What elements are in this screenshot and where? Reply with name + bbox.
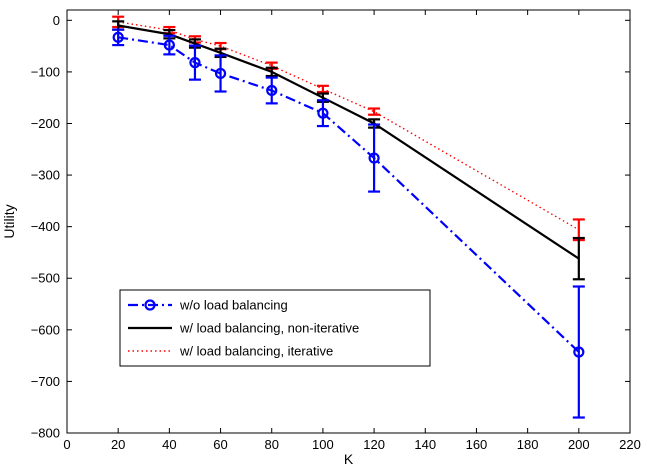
- legend-label-without-load-balancing: w/o load balancing: [179, 298, 288, 313]
- x-tick-label: 160: [466, 437, 488, 452]
- x-tick-label: 120: [363, 437, 385, 452]
- legend-label-non-iterative: w/ load balancing, non-iterative: [179, 321, 359, 336]
- y-axis-title: Utility: [1, 204, 17, 238]
- series-layer: [112, 15, 585, 419]
- legend-entry-without-load-balancing: w/o load balancing: [128, 298, 288, 313]
- x-tick-label: 140: [414, 437, 436, 452]
- x-tick-label: 60: [213, 437, 227, 452]
- x-tick-label: 80: [264, 437, 278, 452]
- plot-area-frame: [66, 9, 631, 434]
- data-point-marker: [189, 57, 201, 69]
- x-tick-label: 180: [517, 437, 539, 452]
- legend: w/o load balancing w/ load balancing, no…: [119, 289, 431, 367]
- y-tick-label: −200: [31, 116, 60, 131]
- x-tick-label: 200: [568, 437, 590, 452]
- data-point-marker: [266, 84, 278, 97]
- legend-entry-non-iterative: w/ load balancing, non-iterative: [128, 321, 359, 336]
- y-tick-label: −600: [31, 322, 60, 337]
- data-point-marker: [368, 152, 380, 164]
- y-tick-label: −300: [31, 168, 60, 183]
- x-tick-label: 0: [63, 437, 70, 452]
- y-tick-label: −100: [31, 64, 60, 79]
- x-tick-label: 20: [111, 437, 125, 452]
- data-point-marker: [317, 107, 329, 119]
- legend-entry-iterative: w/ load balancing, iterative: [128, 344, 333, 359]
- y-tick-label: −800: [31, 426, 60, 441]
- y-tick-label: −400: [31, 219, 60, 234]
- x-tick-label: 40: [162, 437, 176, 452]
- data-point-marker: [214, 67, 227, 80]
- data-point-marker: [573, 346, 585, 358]
- axes-layer: 0 20 40 60 80 100 120 140 160 180 200 220 0 −100 −200 −…: [31, 10, 641, 452]
- series-0: [112, 28, 585, 419]
- x-axis-title: K: [344, 451, 354, 467]
- data-point-marker: [163, 39, 175, 51]
- x-tick-label: 220: [619, 437, 641, 452]
- legend-marker-circle: [144, 299, 156, 311]
- y-tick-label: −700: [31, 374, 60, 389]
- legend-label-iterative: w/ load balancing, iterative: [179, 344, 333, 359]
- x-tick-label: 100: [312, 437, 334, 452]
- y-tick-label: 0: [53, 13, 60, 28]
- y-tick-label: −500: [31, 271, 60, 286]
- data-point-marker: [112, 31, 124, 43]
